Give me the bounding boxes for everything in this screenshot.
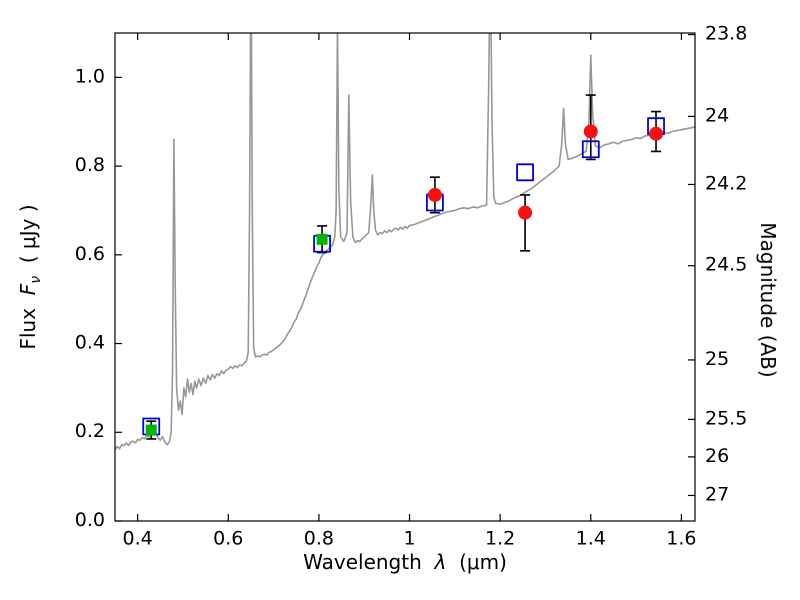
y-axis-label-left: Flux Fν ( μJy ) xyxy=(16,204,44,349)
y-left-label-text: Flux xyxy=(16,307,40,350)
y-right-label-text: Magnitude (AB) xyxy=(756,222,780,378)
x-axis-label-symbol: λ xyxy=(434,550,447,574)
y-left-label-subscript: ν xyxy=(28,275,44,284)
x-axis-label-unit: (μm) xyxy=(459,550,507,574)
x-axis-label-text: Wavelength xyxy=(303,550,422,574)
y-left-label-unit: ( μJy ) xyxy=(16,204,40,264)
y-left-label-symbol: F xyxy=(16,283,40,296)
y-axis-label-right: Magnitude (AB) xyxy=(756,222,780,377)
x-axis-label: Wavelength λ (μm) xyxy=(303,550,507,574)
